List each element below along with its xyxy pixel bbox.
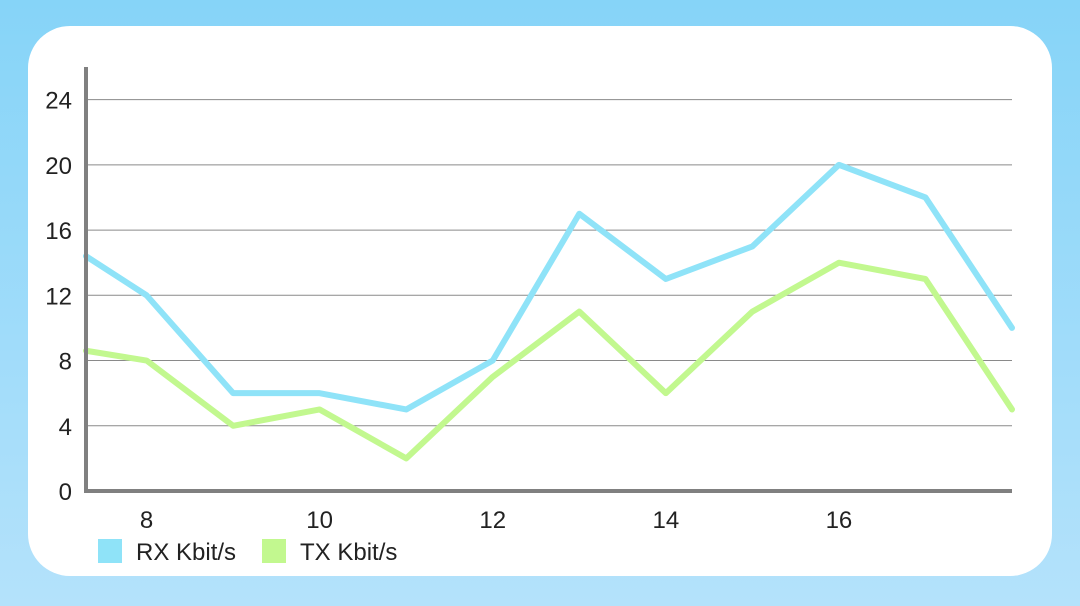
data-point (318, 391, 322, 395)
data-point (923, 195, 927, 199)
y-axis-ticks: 0 4 8 12 16 20 24 (45, 88, 72, 506)
data-point (750, 310, 754, 314)
data-point (923, 277, 927, 281)
y-tick-label: 12 (45, 283, 72, 310)
x-tick-label: 12 (479, 507, 506, 534)
data-point (837, 163, 841, 167)
legend-label: TX Kbit/s (300, 539, 397, 566)
data-point (577, 212, 581, 216)
data-point (491, 375, 495, 379)
data-point (318, 407, 322, 411)
y-tick-label: 20 (45, 153, 72, 180)
x-tick-label: 16 (826, 507, 853, 534)
data-point (404, 407, 408, 411)
legend: RX Kbit/s TX Kbit/s (98, 539, 397, 566)
data-point (1010, 407, 1014, 411)
data-point (231, 391, 235, 395)
series-line-rx (83, 161, 1015, 413)
chart-card (28, 26, 1052, 576)
data-point (664, 391, 668, 395)
x-tick-label: 14 (652, 507, 679, 534)
x-axis-ticks: 8 10 12 14 16 (140, 507, 852, 534)
x-tick-label: 8 (140, 507, 153, 534)
data-point (837, 261, 841, 265)
y-tick-label: 16 (45, 218, 72, 245)
y-tick-label: 24 (45, 88, 72, 115)
data-point (1010, 326, 1014, 330)
legend-swatch (262, 539, 286, 563)
data-point (145, 359, 149, 363)
data-point (231, 424, 235, 428)
y-tick-label: 8 (59, 349, 72, 376)
series-lines (83, 161, 1015, 462)
legend-swatch (98, 539, 122, 563)
data-point (491, 359, 495, 363)
y-tick-label: 0 (59, 479, 72, 506)
data-point (577, 310, 581, 314)
legend-label: RX Kbit/s (136, 539, 236, 566)
x-tick-label: 10 (306, 507, 333, 534)
series-line-tx (83, 259, 1015, 462)
data-point (750, 244, 754, 248)
data-point (145, 293, 149, 297)
y-tick-label: 4 (59, 414, 72, 441)
data-point (404, 456, 408, 460)
data-point (664, 277, 668, 281)
